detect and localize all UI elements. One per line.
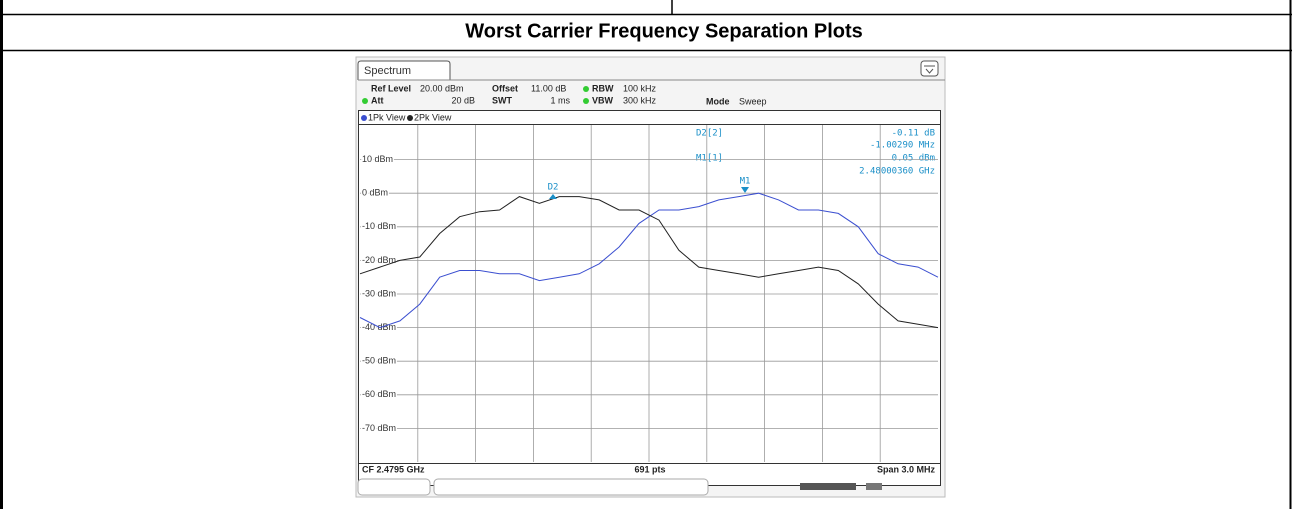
status-dot [583,98,589,104]
footer-left: CF 2.4795 GHz [362,464,425,474]
setting-value: 100 kHz [623,83,657,93]
status-icon [866,483,882,490]
legend-label: 2Pk View [414,112,452,122]
setting-value: Sweep [739,96,767,106]
marker-symbol [741,187,749,193]
setting-label: Offset [492,83,518,93]
marker-name: M1[1] [696,154,723,164]
trace [359,196,939,329]
setting-value: 11.00 dB [531,83,566,93]
y-tick-label: -50 dBm [362,356,396,366]
y-tick-label: 0 dBm [362,188,388,198]
setting-label: RBW [592,83,614,93]
marker-name: D2[2] [696,129,723,139]
footer-center: 691 pts [634,464,665,474]
y-tick-label: -20 dBm [362,255,396,265]
trace [359,192,939,329]
marker-label: D2 [548,183,559,193]
marker-value: 0.05 dBm [892,154,935,164]
setting-label: VBW [592,95,614,105]
y-tick-label: 10 dBm [362,154,393,164]
setting-value: 20 dB [451,95,475,105]
setting-value: 20.00 dBm [420,83,464,93]
y-tick-label: -30 dBm [362,288,396,298]
legend-dot-1 [361,115,367,121]
setting-value: 300 kHz [623,95,657,105]
setting-value: 1 ms [550,95,570,105]
legend-dot-2 [407,115,413,121]
y-tick-label: -70 dBm [362,423,396,433]
setting-label: Ref Level [371,83,411,93]
tab-label: Spectrum [364,65,411,77]
setting-label: SWT [492,95,512,105]
progress-bar [800,483,856,490]
marker-label: M1 [740,177,751,187]
status-field [433,478,709,496]
status-field [357,478,431,496]
status-dot [583,86,589,92]
status-dot [362,98,368,104]
icon [920,60,939,77]
icon-glyph [924,65,935,74]
plot-frame [358,110,941,486]
marker-symbol [549,194,557,199]
footer-right: Span 3.0 MHz [877,464,936,474]
setting-label: Mode [706,96,730,106]
setting-label: Att [371,95,384,105]
tab [357,60,451,80]
marker-value: -0.11 dB [892,129,935,139]
marker-value: 2.48000360 GHz [859,167,935,177]
y-tick-label: -10 dBm [362,221,396,231]
y-tick-label: -60 dBm [362,389,396,399]
legend-label: 1Pk View [368,112,406,122]
marker-value: -1.00290 MHz [870,141,935,151]
table-title: Worst Carrier Frequency Separation Plots [465,20,863,42]
